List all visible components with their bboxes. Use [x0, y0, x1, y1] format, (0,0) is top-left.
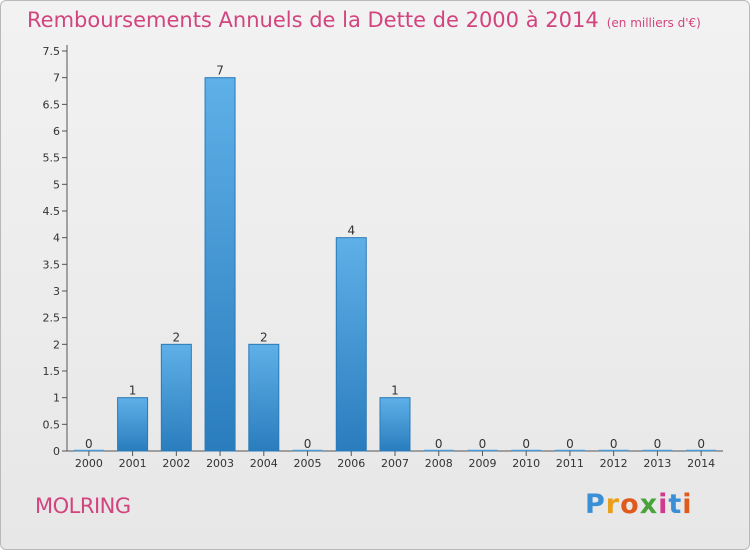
chart-title-text: Remboursements Annuels de la Dette de 20…: [27, 8, 599, 32]
x-tick-label: 2007: [381, 457, 409, 470]
x-tick-label: 2006: [337, 457, 365, 470]
data-label: 0: [654, 437, 662, 451]
x-tick-label: 2005: [294, 457, 322, 470]
x-tick-label: 2003: [206, 457, 234, 470]
y-tick-label: 5: [53, 178, 60, 191]
data-label: 1: [391, 384, 399, 398]
y-tick-label: 7.5: [43, 45, 61, 58]
data-label: 0: [479, 437, 487, 451]
data-label: 0: [522, 437, 530, 451]
y-tick-label: 2: [53, 338, 60, 351]
y-tick-label: 7: [53, 72, 60, 85]
y-tick-label: 0.5: [43, 418, 61, 431]
x-tick-label: 2014: [687, 457, 715, 470]
x-tick-label: 2013: [643, 457, 671, 470]
logo-letter: i: [682, 489, 693, 520]
x-tick-label: 2004: [250, 457, 278, 470]
logo-letter: r: [605, 489, 621, 520]
data-label: 7: [216, 64, 224, 78]
data-label: 0: [697, 437, 705, 451]
data-label: 4: [347, 224, 355, 238]
y-tick-label: 6: [53, 125, 60, 138]
y-tick-label: 3.5: [43, 258, 61, 271]
x-tick-label: 2011: [556, 457, 584, 470]
logo-letter: P: [585, 489, 606, 520]
data-label: 0: [435, 437, 443, 451]
y-tick-label: 4.5: [43, 205, 61, 218]
data-label: 1: [129, 384, 137, 398]
y-tick-label: 6.5: [43, 98, 61, 111]
commune-name: MOLRING: [35, 494, 131, 518]
data-label: 0: [610, 437, 618, 451]
logo-letter: t: [668, 489, 683, 520]
x-tick-label: 2010: [512, 457, 540, 470]
chart-unit: (en milliers d'€): [606, 16, 701, 30]
x-tick-label: 2012: [600, 457, 628, 470]
data-label: 0: [304, 437, 312, 451]
bar: [248, 343, 280, 452]
x-tick-label: 2000: [75, 457, 103, 470]
y-tick-label: 5.5: [43, 152, 61, 165]
logo-letter: o: [620, 489, 640, 520]
x-tick-label: 2001: [119, 457, 147, 470]
logo-letter: x: [639, 489, 659, 520]
y-tick-label: 0: [53, 445, 60, 458]
bar: [204, 77, 236, 452]
y-tick-label: 1: [53, 392, 60, 405]
x-tick-label: 2008: [425, 457, 453, 470]
data-label: 2: [260, 330, 268, 344]
logo-letter: i: [658, 489, 669, 520]
proxiti-logo: Proxiti: [585, 489, 693, 520]
bar: [335, 237, 367, 452]
y-tick-label: 1.5: [43, 365, 61, 378]
y-tick-label: 3: [53, 285, 60, 298]
y-tick-label: 2.5: [43, 312, 61, 325]
x-tick-label: 2009: [468, 457, 496, 470]
bar: [379, 397, 411, 452]
data-label: 2: [173, 330, 181, 344]
x-tick-label: 2002: [162, 457, 190, 470]
data-label: 0: [566, 437, 574, 451]
chart-title: Remboursements Annuels de la Dette de 20…: [27, 8, 701, 32]
bar: [117, 397, 149, 452]
bar: [160, 343, 192, 452]
data-label: 0: [85, 437, 93, 451]
y-tick-label: 4: [53, 232, 60, 245]
